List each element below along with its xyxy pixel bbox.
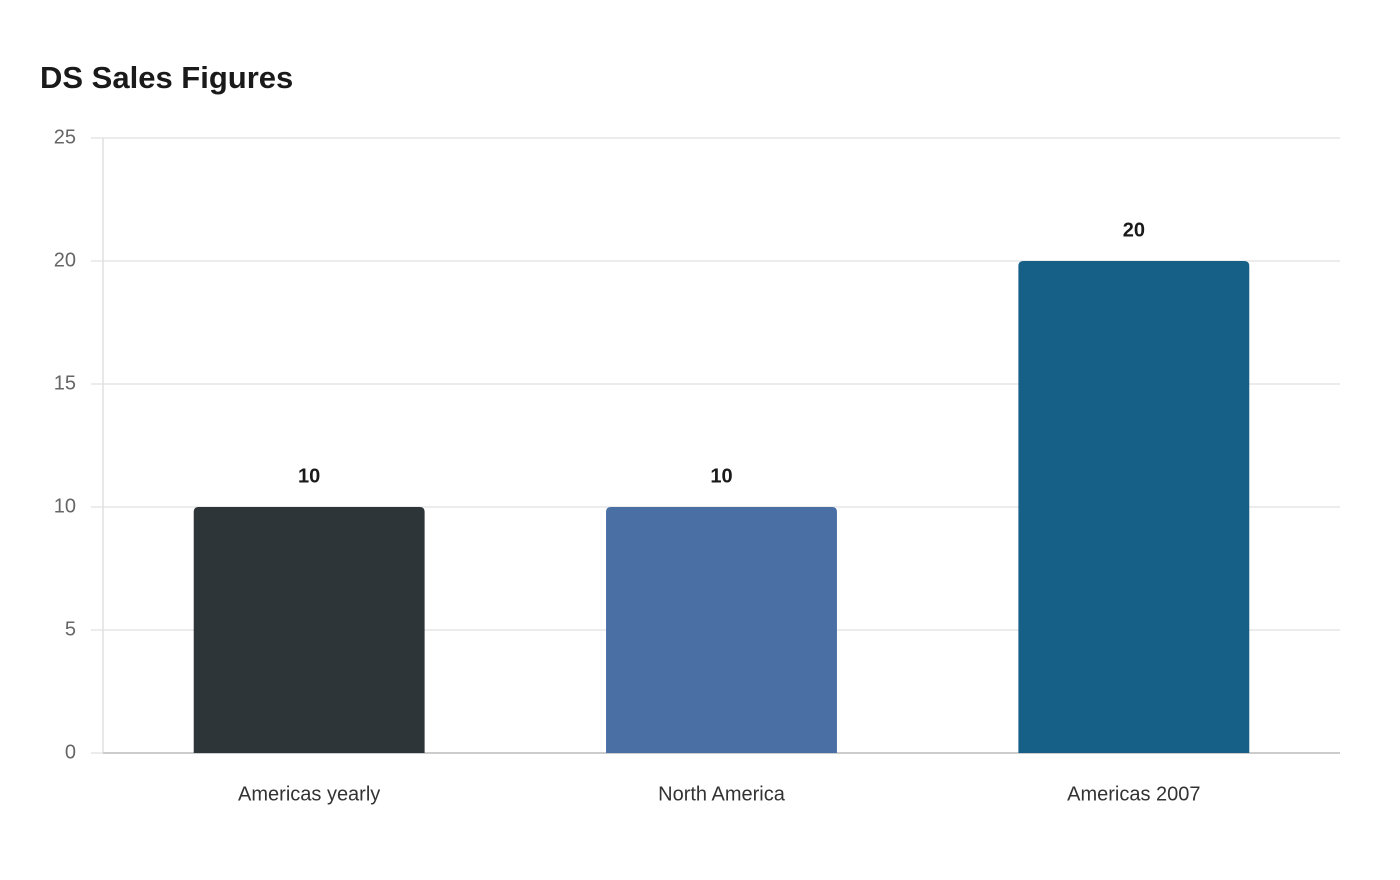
x-tick-label: North America [658, 783, 786, 805]
bar [193, 507, 425, 753]
value-label: 10 [710, 465, 732, 487]
y-tick-label: 15 [54, 372, 76, 394]
bar [606, 507, 837, 753]
x-tick-label: Americas 2007 [1067, 783, 1200, 805]
bar [1018, 261, 1250, 753]
y-tick-label: 5 [65, 618, 76, 640]
chart-title: DS Sales Figures [40, 60, 293, 95]
value-label: 20 [1123, 219, 1145, 241]
y-tick-label: 10 [54, 495, 76, 517]
y-tick-label: 25 [54, 126, 76, 148]
y-tick-label: 20 [54, 249, 76, 271]
value-label: 10 [298, 465, 320, 487]
y-tick-label: 0 [65, 741, 76, 763]
x-tick-label: Americas yearly [238, 783, 380, 805]
